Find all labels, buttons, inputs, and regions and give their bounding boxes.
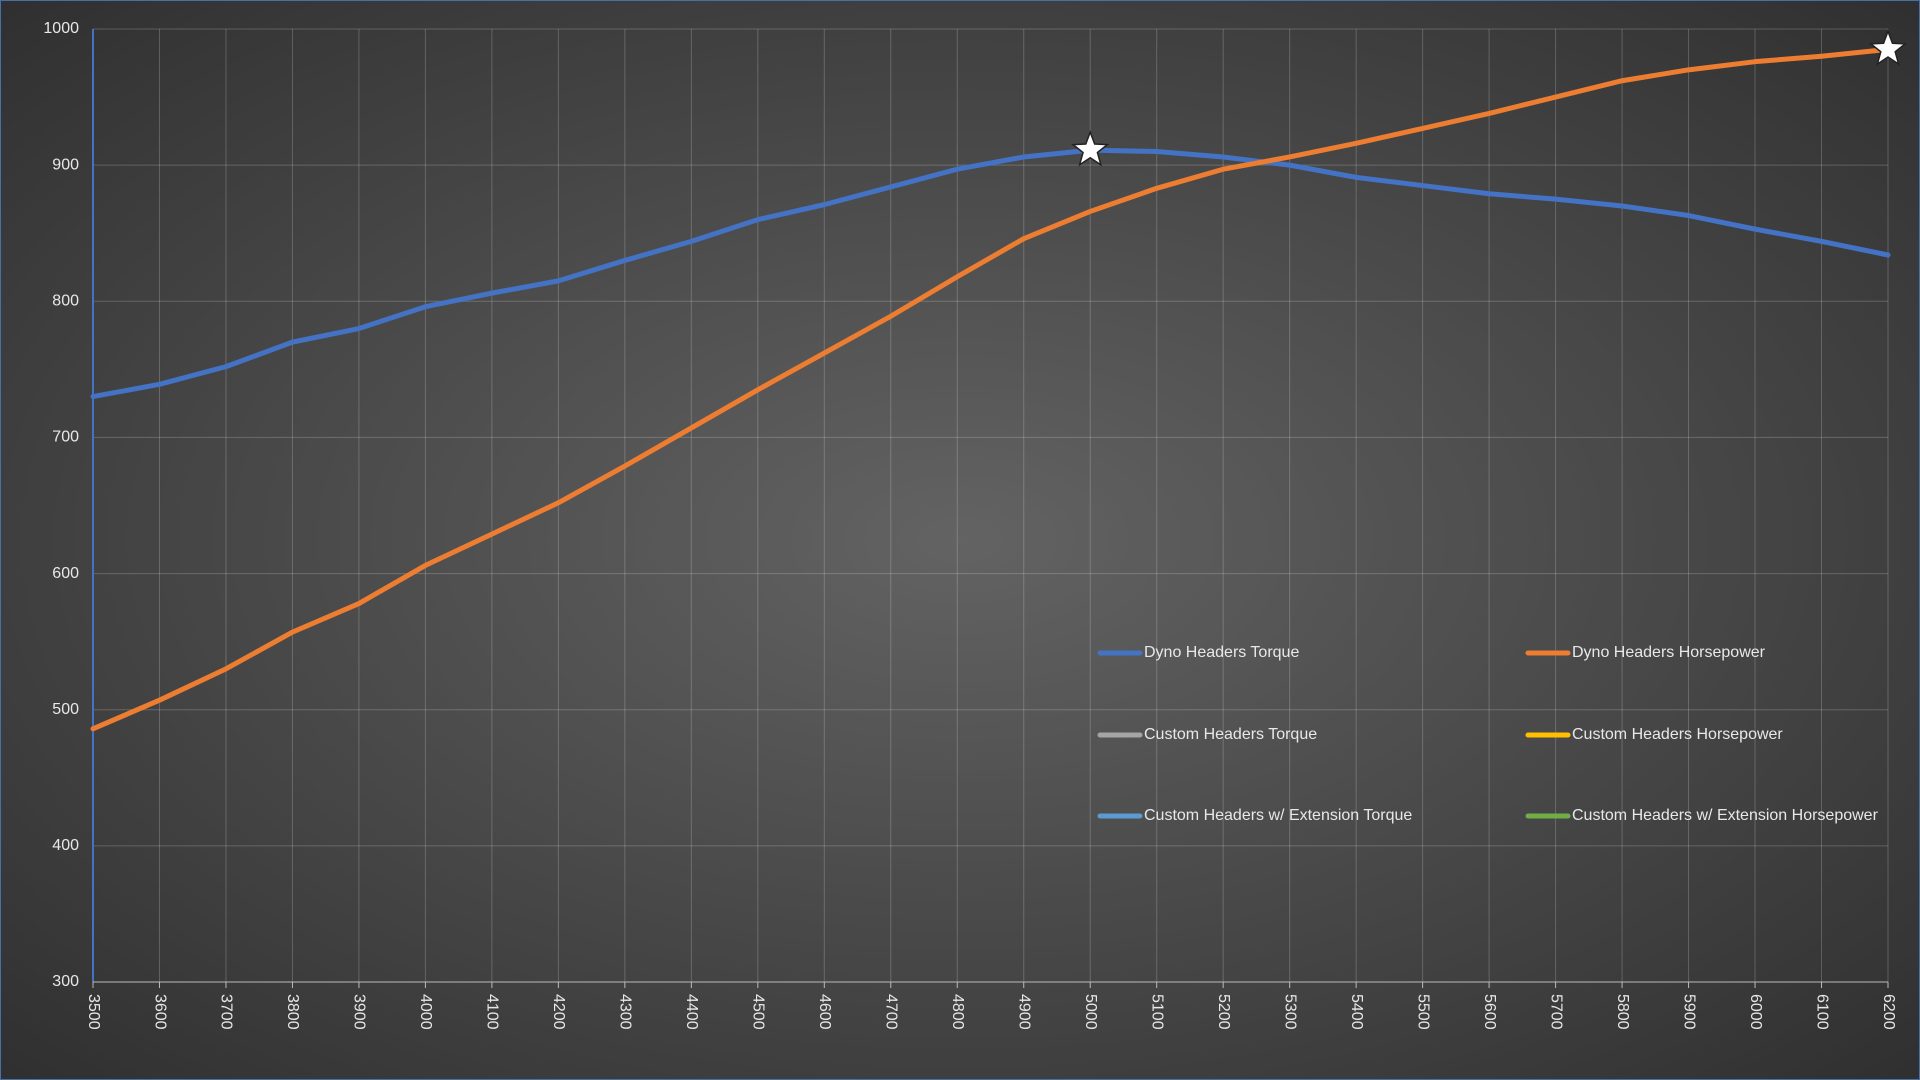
peak-star [1071, 130, 1110, 167]
x-tick-label: 5600 [1481, 994, 1498, 1030]
x-tick-label: 4900 [1016, 994, 1033, 1030]
x-tick-label: 3500 [85, 994, 102, 1030]
y-tick-label: 500 [52, 701, 79, 718]
y-tick-label: 1000 [43, 20, 79, 37]
x-tick-label: 5200 [1215, 994, 1232, 1030]
series-line [90, 147, 1891, 400]
x-tick-label: 5400 [1348, 994, 1365, 1030]
peak-star [1868, 29, 1908, 66]
legend-label: Custom Headers Horsepower [1572, 726, 1783, 743]
y-tick-label: 400 [52, 837, 79, 854]
x-tick-label: 6100 [1813, 994, 1830, 1030]
y-tick-label: 800 [52, 293, 79, 310]
x-tick-label: 5000 [1082, 994, 1099, 1030]
legend-label: Custom Headers w/ Extension Torque [1144, 807, 1412, 824]
x-tick-label: 4100 [484, 994, 501, 1030]
legend-label: Custom Headers w/ Extension Horsepower [1572, 807, 1879, 824]
y-tick-label: 700 [52, 429, 79, 446]
x-tick-label: 3800 [284, 994, 301, 1030]
series-line [90, 46, 1891, 732]
x-tick-label: 3700 [218, 994, 235, 1030]
x-tick-label: 6200 [1880, 994, 1897, 1030]
x-tick-label: 4300 [617, 994, 634, 1030]
x-tick-label: 3900 [351, 994, 368, 1030]
x-tick-label: 4000 [417, 994, 434, 1030]
x-tick-label: 4700 [883, 994, 900, 1030]
x-tick-label: 4200 [550, 994, 567, 1030]
x-tick-label: 4500 [750, 994, 767, 1030]
x-tick-label: 5100 [1148, 994, 1165, 1030]
y-tick-label: 900 [52, 156, 79, 173]
y-tick-label: 600 [52, 565, 79, 582]
x-tick-label: 4400 [683, 994, 700, 1030]
legend-label: Custom Headers Torque [1144, 726, 1317, 743]
legend-label: Dyno Headers Horsepower [1572, 644, 1766, 661]
x-tick-label: 3600 [151, 994, 168, 1030]
legend-label: Dyno Headers Torque [1144, 644, 1299, 661]
x-tick-label: 5500 [1414, 994, 1431, 1030]
x-tick-label: 5800 [1614, 994, 1631, 1030]
x-tick-label: 4800 [949, 994, 966, 1030]
x-tick-label: 6000 [1747, 994, 1764, 1030]
x-tick-label: 5900 [1680, 994, 1697, 1030]
x-tick-label: 4600 [816, 994, 833, 1030]
y-tick-label: 300 [52, 973, 79, 990]
x-tick-label: 5700 [1547, 994, 1564, 1030]
x-tick-label: 5300 [1281, 994, 1298, 1030]
